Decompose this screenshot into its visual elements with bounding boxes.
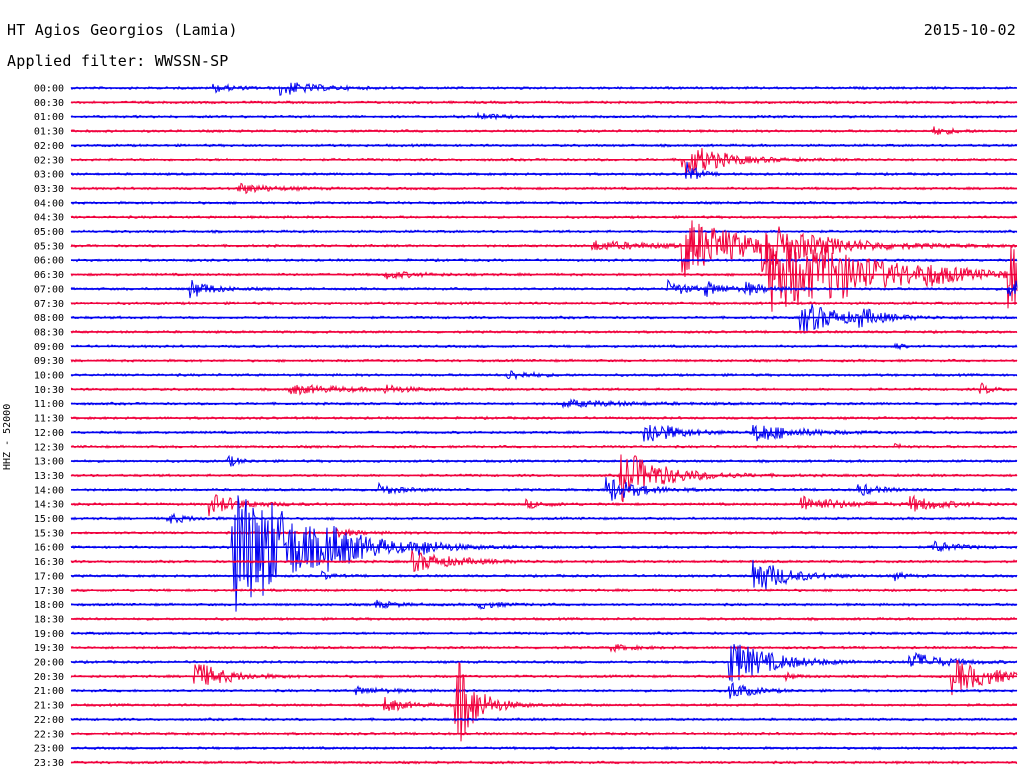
time-tick-label: 06:00: [34, 256, 64, 267]
time-tick-label: 20:30: [34, 672, 64, 683]
time-tick-label: 16:30: [34, 557, 64, 568]
seismic-trace-1600: [70, 495, 1018, 612]
time-tick-label: 21:30: [34, 701, 64, 712]
time-tick-label: 11:00: [34, 399, 64, 410]
seismic-trace-1400: [71, 477, 1018, 501]
seismic-trace-1700: [70, 559, 1018, 590]
time-tick-label: 03:30: [34, 184, 64, 195]
time-tick-label: 01:30: [34, 127, 64, 138]
time-tick-label: 10:00: [34, 371, 64, 382]
time-tick-label: 15:30: [34, 528, 64, 539]
date-label: 2015-10-02: [923, 21, 1016, 39]
seismic-trace-0530: [70, 220, 1018, 278]
time-tick-label: 16:00: [34, 543, 64, 554]
time-tick-label: 17:00: [34, 571, 64, 582]
seismic-trace-1430: [70, 494, 1018, 517]
seismic-trace-0000: [70, 82, 1018, 96]
time-tick-label: 12:30: [34, 442, 64, 453]
time-tick-label: 08:00: [34, 313, 64, 324]
time-tick-label: 14:30: [34, 500, 64, 511]
time-tick-label: 14:00: [34, 485, 64, 496]
time-tick-label: 22:30: [34, 729, 64, 740]
seismic-trace-1300: [70, 454, 1018, 467]
time-tick-label: 09:30: [34, 356, 64, 367]
time-tick-label: 18:30: [34, 614, 64, 625]
filter-label: Applied filter: WWSSN-SP: [7, 52, 229, 70]
seismic-trace-0300: [70, 161, 1018, 179]
time-tick-label: 04:00: [34, 198, 64, 209]
time-tick-label: 08:30: [34, 327, 64, 338]
time-tick-label: 23:00: [34, 744, 64, 755]
time-tick-label: 21:00: [34, 686, 64, 697]
time-tick-label: 00:00: [34, 84, 64, 95]
time-tick-label: 05:30: [34, 241, 64, 252]
time-tick-label: 17:30: [34, 586, 64, 597]
time-tick-label: 00:30: [34, 98, 64, 109]
seismic-trace-1200: [70, 424, 1018, 442]
time-tick-label: 20:00: [34, 658, 64, 669]
time-tick-label: 19:30: [34, 643, 64, 654]
seismic-trace-0800: [70, 304, 1018, 334]
time-tick-label: 01:00: [34, 112, 64, 123]
time-tick-label: 05:00: [34, 227, 64, 238]
time-tick-label: 13:00: [34, 457, 64, 468]
time-tick-label: 13:30: [34, 471, 64, 482]
time-tick-label: 09:00: [34, 342, 64, 353]
station-title: HT Agios Georgios (Lamia): [7, 21, 238, 39]
seismic-trace-0230: [70, 148, 1018, 177]
time-tick-label: 10:30: [34, 385, 64, 396]
time-tick-label: 23:30: [34, 758, 64, 769]
time-tick-label: 11:30: [34, 414, 64, 425]
time-tick-label: 19:00: [34, 629, 64, 640]
time-tick-label: 07:00: [34, 284, 64, 295]
time-tick-label: 02:30: [34, 155, 64, 166]
time-tick-label: 18:00: [34, 600, 64, 611]
time-tick-label: 12:00: [34, 428, 64, 439]
time-tick-label: 22:00: [34, 715, 64, 726]
time-tick-label: 15:00: [34, 514, 64, 525]
time-tick-label: 06:30: [34, 270, 64, 281]
time-tick-label: 07:30: [34, 299, 64, 310]
time-tick-label: 02:00: [34, 141, 64, 152]
time-tick-label: 03:00: [34, 170, 64, 181]
time-tick-label: 04:30: [34, 213, 64, 224]
